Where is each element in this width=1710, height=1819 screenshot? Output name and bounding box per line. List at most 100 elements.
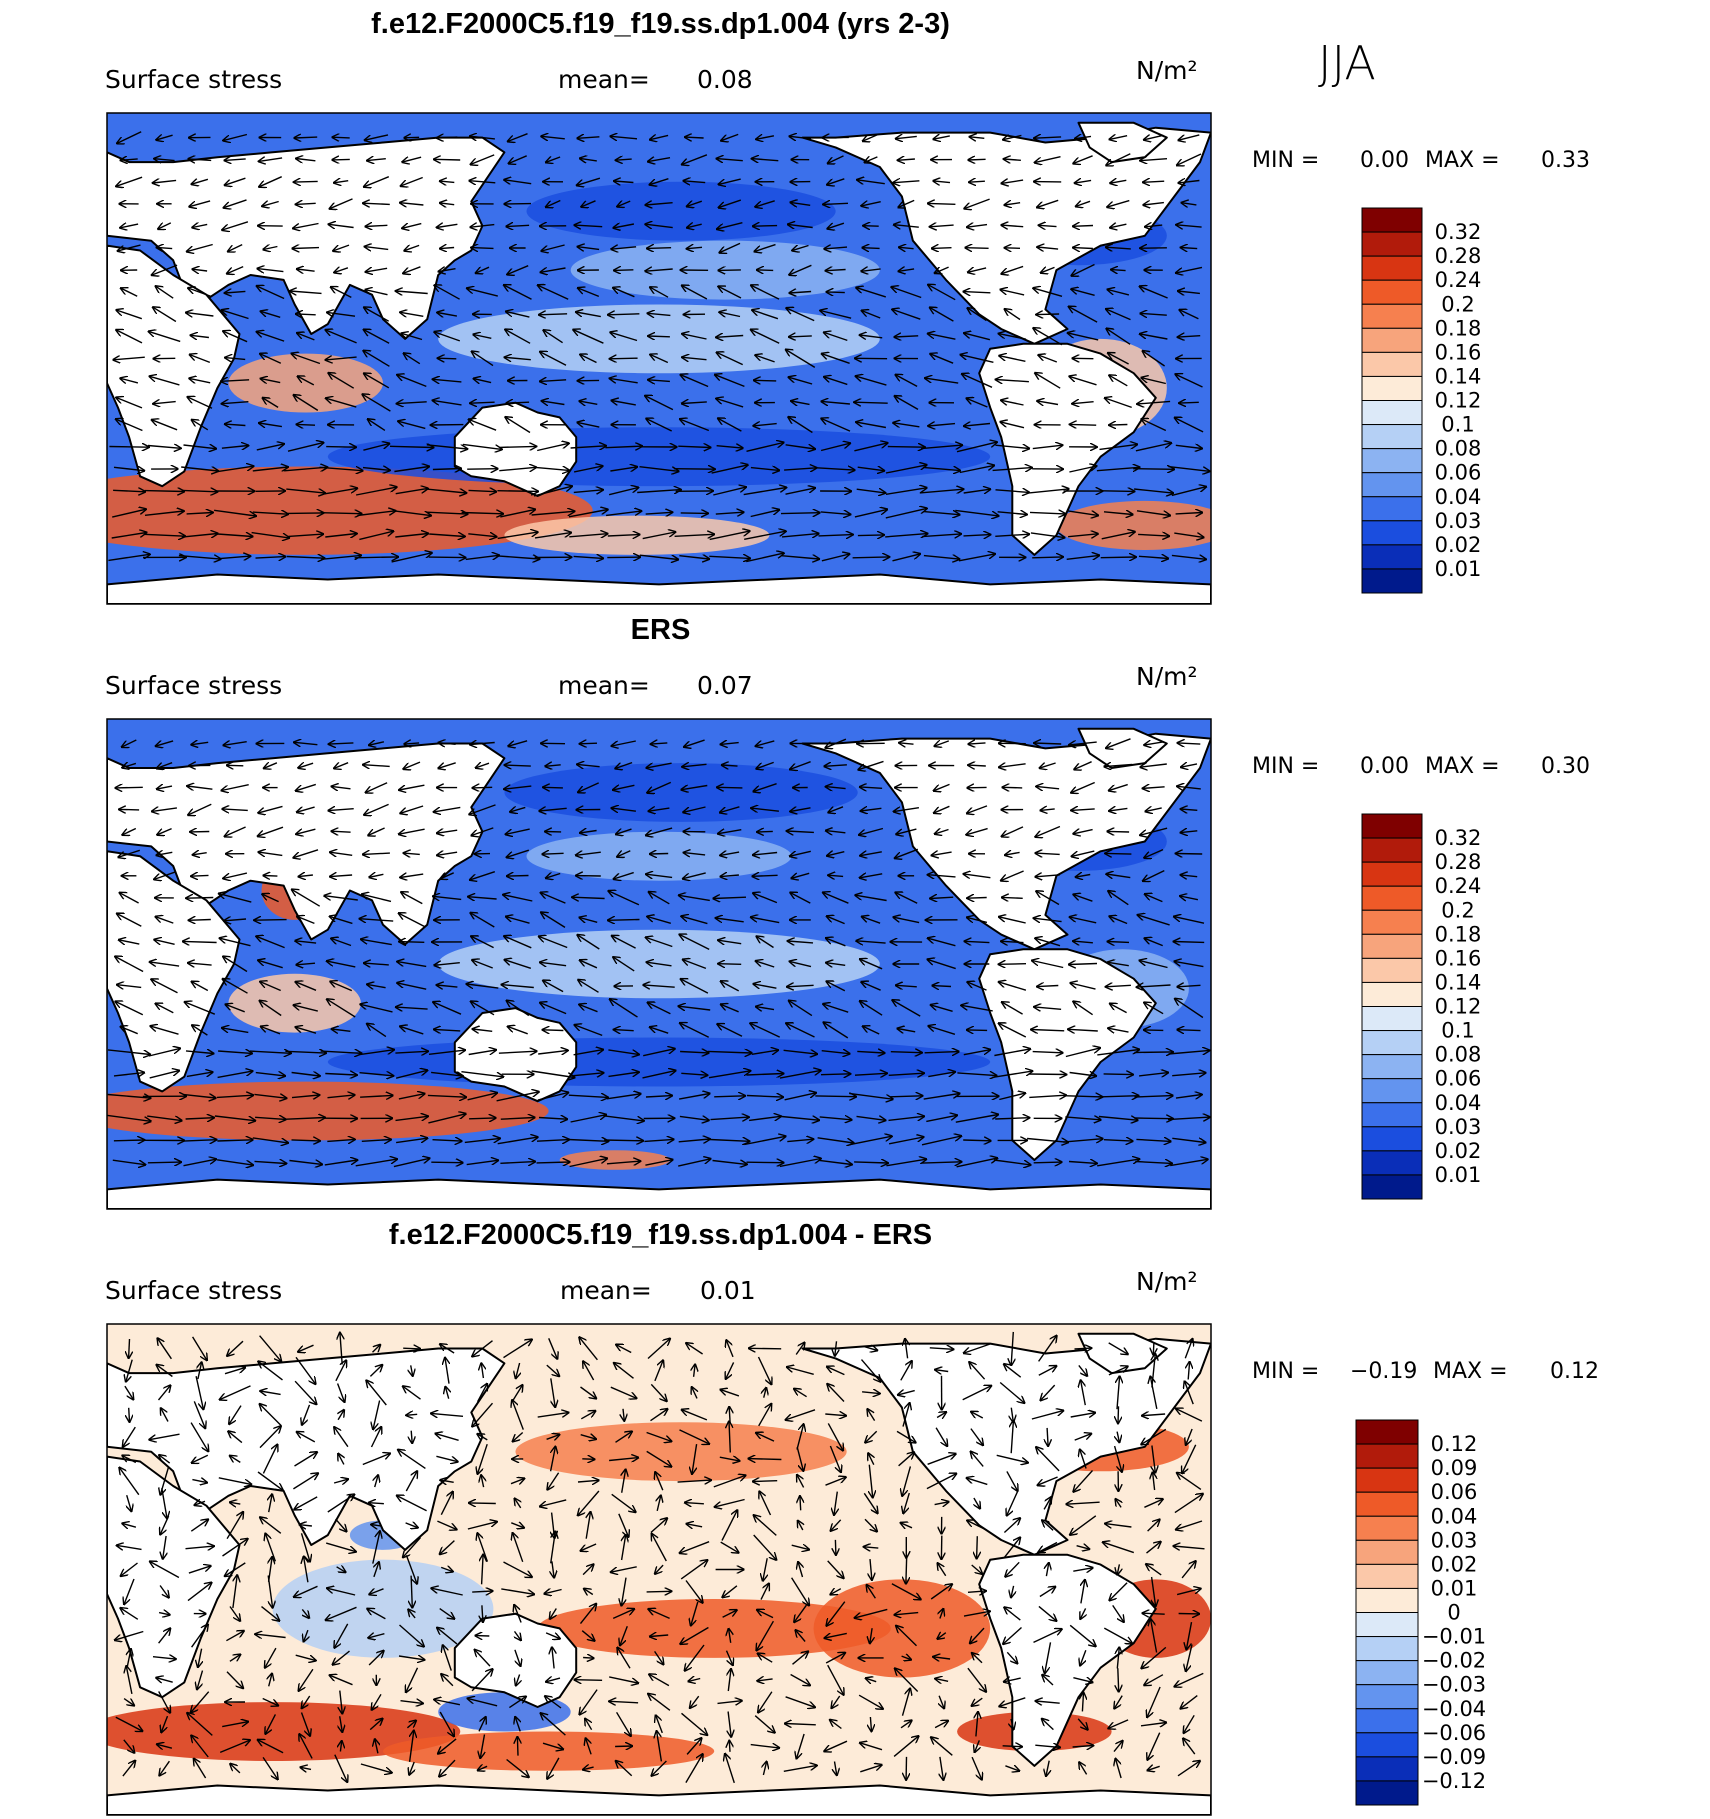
wind-vector: [962, 374, 993, 388]
wind-vector: [223, 742, 247, 746]
wind-vector: [400, 203, 424, 205]
wind-vector: [326, 357, 357, 360]
wind-vector: [297, 333, 315, 341]
wind-vector: [157, 247, 173, 248]
colorbar-swatch: [1361, 1126, 1423, 1152]
wind-vector: [824, 332, 848, 342]
wind-vector: [790, 136, 812, 139]
wind-vector: [753, 424, 777, 426]
wind-vector: [933, 181, 951, 183]
map-panel-3: [107, 1324, 1211, 1815]
colorbar-tick-label: 0.02: [1435, 533, 1482, 557]
wind-vector: [682, 154, 708, 165]
wind-vector: [650, 854, 669, 855]
wind-vector: [1177, 153, 1202, 165]
wind-vector: [892, 554, 921, 562]
wind-vector: [885, 534, 927, 537]
wind-vector: [404, 353, 421, 365]
colorbar-swatch: [1355, 1684, 1419, 1710]
colorbar-tick-label: 0.18: [1435, 922, 1482, 946]
colorbar-tick-label: 0.09: [1431, 1456, 1478, 1480]
wind-vector: [887, 447, 925, 448]
wind-vector: [582, 1459, 594, 1460]
colorbar-tick-label: 0.18: [1435, 316, 1482, 340]
wind-vector: [605, 446, 642, 448]
wind-vector: [1175, 445, 1202, 448]
wind-vector: [612, 740, 636, 746]
wind-vector: [1144, 742, 1164, 745]
wind-vector: [752, 310, 779, 320]
wind-vector: [153, 307, 177, 323]
wind-vector: [362, 394, 391, 412]
colorbar-tick-label: 0.08: [1435, 1043, 1482, 1067]
map-panel-2: [107, 719, 1211, 1209]
wind-vector: [364, 307, 390, 322]
wind-vector: [334, 181, 349, 183]
wind-vector: [615, 1746, 632, 1747]
wind-vector: [604, 1140, 643, 1141]
colorbar-swatch: [1361, 885, 1423, 911]
wind-vector: [1040, 763, 1056, 768]
wind-vector: [1108, 290, 1130, 296]
colorbar-swatch: [1355, 1587, 1419, 1613]
wind-vector: [614, 181, 634, 183]
panel-3-min-label: MIN =: [1252, 1359, 1320, 1384]
wind-vector: [469, 1118, 496, 1119]
wind-vector: [575, 1680, 603, 1681]
colorbar-tick-label: 0.04: [1435, 1091, 1482, 1115]
wind-vector: [577, 137, 600, 139]
wind-vector: [495, 556, 540, 559]
wind-vector: [1066, 555, 1099, 559]
wind-vector: [1102, 491, 1134, 492]
field-blob: [228, 353, 383, 413]
wind-vector: [751, 330, 780, 344]
colorbar-tick-label: 0.03: [1431, 1528, 1478, 1552]
wind-vector: [1179, 134, 1200, 140]
wind-vector: [1135, 443, 1171, 452]
wind-vector: [719, 178, 741, 184]
wind-vector: [1141, 378, 1166, 385]
colorbar-swatch: [1361, 933, 1423, 959]
wind-vector: [297, 807, 315, 812]
wind-vector: [222, 784, 249, 791]
wind-vector: [152, 264, 178, 275]
wind-vector: [426, 444, 468, 449]
wind-vector: [500, 509, 535, 518]
wind-vector: [1104, 765, 1133, 767]
wind-vector: [536, 1162, 570, 1163]
wind-vector: [680, 513, 708, 514]
wind-vector: [906, 1555, 907, 1583]
wind-vector: [568, 510, 608, 518]
wind-vector: [286, 488, 325, 493]
wind-vector: [714, 1096, 745, 1097]
wind-vector: [746, 1162, 784, 1163]
wind-vector: [894, 336, 919, 337]
wind-vector: [290, 291, 322, 293]
wind-vector: [329, 743, 354, 744]
wind-vector: [967, 898, 987, 899]
panel-1-units: N/m²: [1136, 56, 1198, 85]
wind-vector: [569, 534, 607, 537]
colorbar-tick-label: 0.24: [1435, 874, 1482, 898]
wind-vector: [296, 783, 317, 790]
colorbar-tick-label: 0.28: [1435, 850, 1482, 874]
wind-vector: [470, 225, 495, 228]
wind-vector: [716, 399, 744, 408]
wind-vector: [225, 159, 246, 161]
wind-vector: [1180, 310, 1199, 320]
wind-vector: [965, 248, 989, 249]
wind-vector: [116, 398, 143, 409]
map-panel-1: [107, 113, 1211, 604]
colorbar-tick-label: −0.02: [1422, 1649, 1486, 1673]
wind-vector: [1069, 742, 1097, 745]
wind-vector: [1140, 159, 1168, 161]
wind-vector: [397, 402, 427, 404]
wind-vector: [546, 157, 561, 162]
wind-vector: [674, 534, 715, 536]
wind-vector: [438, 358, 457, 359]
wind-vector: [192, 179, 209, 184]
wind-vector: [1037, 199, 1059, 207]
wind-vector: [545, 765, 561, 767]
wind-vector: [1106, 309, 1131, 321]
wind-vector: [543, 1030, 564, 1031]
